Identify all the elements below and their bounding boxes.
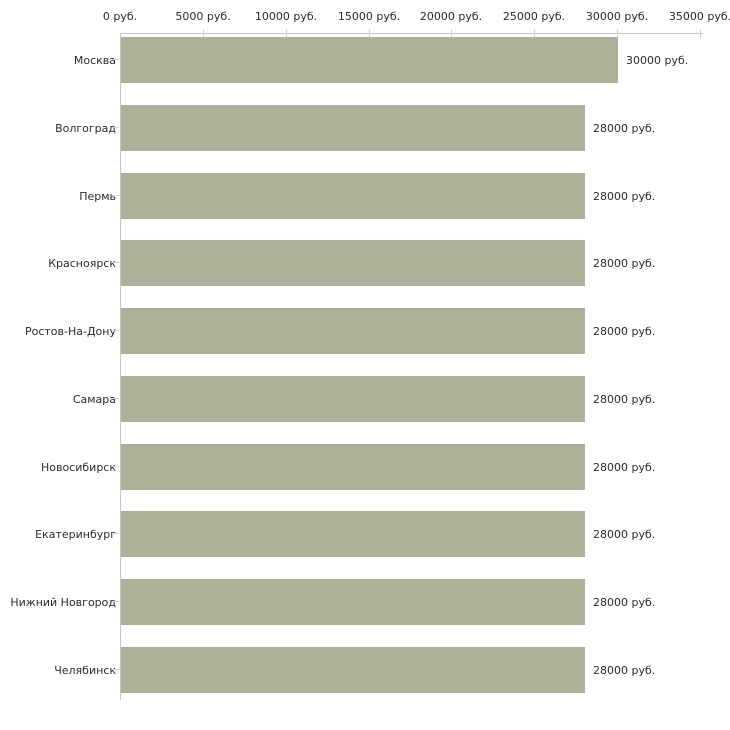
value-label: 28000 руб. xyxy=(593,460,656,474)
bar-2 xyxy=(121,173,585,219)
x-tick-mark xyxy=(203,29,204,38)
x-tick-label: 15000 руб. xyxy=(337,10,401,23)
x-tick-label: 10000 руб. xyxy=(254,10,318,23)
y-tick-mark xyxy=(112,398,119,399)
bar-5 xyxy=(121,376,585,422)
bar-0 xyxy=(121,37,618,83)
y-tick-mark xyxy=(112,59,119,60)
y-tick-mark xyxy=(112,669,119,670)
value-label: 28000 руб. xyxy=(593,121,656,135)
y-tick-mark xyxy=(112,262,119,263)
y-tick-mark xyxy=(112,127,119,128)
bar-4 xyxy=(121,308,585,354)
category-label: Екатеринбург xyxy=(35,527,116,541)
bar-8 xyxy=(121,579,585,625)
value-label: 28000 руб. xyxy=(593,527,656,541)
x-axis-line xyxy=(120,33,703,34)
x-tick-label: 20000 руб. xyxy=(419,10,483,23)
x-tick-label: 30000 руб. xyxy=(585,10,649,23)
x-tick-label: 5000 руб. xyxy=(175,10,231,23)
category-label: Москва xyxy=(73,53,116,67)
value-label: 28000 руб. xyxy=(593,256,656,270)
category-label: Пермь xyxy=(79,189,116,203)
y-axis-line xyxy=(120,33,121,700)
value-label: 30000 руб. xyxy=(626,53,689,67)
y-tick-mark xyxy=(112,466,119,467)
x-tick-label: 25000 руб. xyxy=(502,10,566,23)
x-tick-mark xyxy=(534,29,535,38)
y-tick-mark xyxy=(112,195,119,196)
x-tick-mark xyxy=(700,29,701,38)
value-label: 28000 руб. xyxy=(593,189,656,203)
category-label: Новосибирск xyxy=(40,460,116,474)
bar-9 xyxy=(121,647,585,693)
category-label: Челябинск xyxy=(54,663,116,677)
category-label: Красноярск xyxy=(48,256,116,270)
category-label: Волгоград xyxy=(55,121,116,135)
bar-7 xyxy=(121,511,585,557)
category-label: Самара xyxy=(72,392,116,406)
bar-1 xyxy=(121,105,585,151)
x-tick-label: 35000 руб. xyxy=(668,10,730,23)
y-tick-mark xyxy=(112,330,119,331)
x-tick-mark xyxy=(286,29,287,38)
category-label: Ростов-На-Дону xyxy=(24,324,116,338)
value-label: 28000 руб. xyxy=(593,324,656,338)
bar-6 xyxy=(121,444,585,490)
value-label: 28000 руб. xyxy=(593,663,656,677)
x-tick-mark xyxy=(369,29,370,38)
x-tick-label: 0 руб. xyxy=(102,10,138,23)
y-tick-mark xyxy=(112,533,119,534)
x-tick-mark xyxy=(617,29,618,38)
value-label: 28000 руб. xyxy=(593,392,656,406)
x-tick-mark xyxy=(451,29,452,38)
y-tick-mark xyxy=(112,601,119,602)
value-label: 28000 руб. xyxy=(593,595,656,609)
category-label: Нижний Новгород xyxy=(10,595,116,609)
bar-3 xyxy=(121,240,585,286)
